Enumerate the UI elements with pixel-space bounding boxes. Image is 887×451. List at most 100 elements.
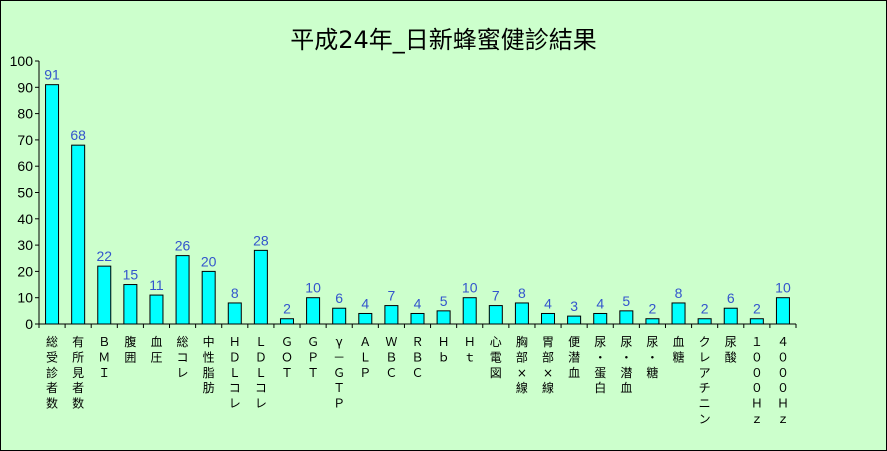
category-label: ＧＰＴ — [307, 335, 319, 380]
data-label: 7 — [387, 288, 395, 304]
bar — [436, 310, 451, 325]
category-label: 尿・潜血 — [620, 335, 632, 395]
y-tick-label: 50 — [17, 185, 33, 201]
data-label: 8 — [231, 285, 239, 301]
data-label: 5 — [622, 293, 630, 309]
bar — [723, 307, 738, 325]
data-label: 8 — [518, 285, 526, 301]
y-tick-label: 0 — [25, 316, 33, 332]
category-label: 中性脂肪 — [203, 334, 215, 395]
category-label: 腹囲 — [124, 335, 136, 364]
category-label: ＲＢＣ — [411, 335, 423, 380]
data-label: 22 — [96, 248, 112, 264]
bar — [462, 297, 477, 325]
y-tick-label: 80 — [17, 106, 33, 122]
category-label: 総受診者数 — [46, 335, 58, 411]
bar — [253, 249, 268, 325]
bar — [45, 84, 60, 325]
bar — [697, 318, 712, 325]
category-label: ＢＭＩ — [98, 335, 110, 380]
bar — [279, 318, 294, 325]
category-label: クレアチニン — [699, 335, 711, 426]
data-label: 6 — [335, 290, 343, 306]
bar — [71, 144, 86, 325]
data-label: 2 — [283, 301, 291, 317]
bar — [775, 297, 790, 325]
bar — [541, 312, 556, 325]
bar — [123, 284, 138, 325]
bar — [488, 305, 503, 325]
data-label: 10 — [305, 280, 321, 296]
bar — [671, 302, 686, 325]
category-label: Ｈｔ — [464, 335, 476, 364]
data-label: 4 — [544, 295, 552, 311]
data-label: 68 — [70, 127, 86, 143]
category-label: 血糖 — [673, 335, 685, 364]
category-label: 総コレ — [177, 335, 189, 380]
data-label: 11 — [149, 277, 164, 293]
bar — [593, 312, 608, 325]
category-label: ＧＯＴ — [281, 335, 293, 380]
category-label: 有所見者数 — [72, 335, 84, 411]
category-label: 便潜血 — [568, 335, 580, 380]
data-label: 20 — [201, 253, 217, 269]
category-label: γ －ＧＴＰ — [333, 335, 345, 411]
category-label: 胸部×線 — [516, 334, 528, 395]
bar — [358, 312, 373, 325]
bar — [410, 312, 425, 325]
data-label: 26 — [175, 238, 191, 254]
data-label: 8 — [675, 285, 683, 301]
category-label: Ｈｂ — [438, 335, 450, 364]
bar — [514, 302, 529, 325]
category-label: ＷＢＣ — [385, 335, 397, 380]
data-label: 3 — [570, 298, 578, 314]
data-label: 7 — [492, 288, 500, 304]
y-tick-label: 10 — [17, 290, 33, 306]
bar — [227, 302, 242, 325]
bar — [645, 318, 660, 325]
bar — [619, 310, 634, 325]
category-label: ＬＤＬコレ — [255, 335, 267, 411]
data-label: 2 — [701, 301, 709, 317]
data-label: 28 — [253, 232, 269, 248]
data-label: 2 — [753, 301, 761, 317]
category-label: 尿・糖 — [646, 335, 658, 380]
bar — [749, 318, 764, 325]
data-label: 4 — [361, 295, 369, 311]
category-label: 尿酸 — [725, 335, 737, 364]
bar — [175, 255, 190, 325]
data-label: 10 — [462, 280, 478, 296]
data-label: 4 — [596, 295, 604, 311]
category-label: １０００Ｈｚ — [751, 335, 763, 426]
category-label: 血圧 — [150, 335, 162, 364]
data-label: 5 — [440, 293, 448, 309]
y-tick-label: 90 — [17, 79, 33, 95]
bar — [384, 305, 399, 325]
y-tick-label: 30 — [17, 237, 33, 253]
y-tick-label: 40 — [17, 211, 33, 227]
bar — [332, 307, 347, 325]
category-label: 心電図 — [490, 335, 502, 380]
data-label: 6 — [727, 290, 735, 306]
y-tick-label: 60 — [17, 158, 33, 174]
y-tick-label: 20 — [17, 263, 33, 279]
y-tick-label: 70 — [17, 132, 33, 148]
data-label: 10 — [775, 280, 791, 296]
data-label: 91 — [44, 67, 60, 83]
category-label: 胃部×線 — [542, 335, 554, 395]
bar — [201, 270, 216, 325]
bar — [149, 294, 164, 325]
category-label: ＨＤＬコレ — [229, 335, 241, 411]
category-label: 尿・蛋白 — [594, 335, 606, 395]
category-label: ＡＬＰ — [359, 335, 371, 380]
bar — [567, 315, 582, 325]
data-label: 2 — [649, 301, 657, 317]
category-label: ４０００Ｈｚ — [777, 335, 789, 426]
bar — [306, 297, 321, 325]
data-label: 4 — [414, 295, 422, 311]
chart-title: 平成24年_日新蜂蜜健診結果 — [290, 26, 597, 54]
bar — [97, 265, 112, 325]
data-label: 15 — [123, 267, 139, 283]
